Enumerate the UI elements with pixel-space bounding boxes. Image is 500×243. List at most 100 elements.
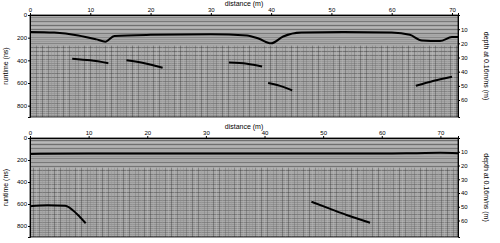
radargram-texture <box>300 168 301 237</box>
radargram-texture <box>348 46 349 117</box>
tick-label: 30 <box>203 130 210 136</box>
radargram-texture <box>408 168 409 237</box>
radargram-texture <box>192 46 193 117</box>
radargram-texture <box>216 168 217 237</box>
radargram-texture <box>66 46 67 117</box>
radargram-texture <box>30 19 458 20</box>
radargram-texture <box>417 46 418 117</box>
radargram-texture <box>294 46 295 117</box>
radargram-texture <box>234 168 235 237</box>
radargram-texture <box>225 168 226 237</box>
radargram-texture <box>375 168 376 237</box>
radargram-texture <box>162 168 163 237</box>
radargram-texture <box>243 46 244 117</box>
tick-label: 0 <box>24 12 28 18</box>
tick-mark <box>382 136 383 138</box>
radargram-texture <box>318 168 319 237</box>
radargram-texture <box>72 46 73 117</box>
reflector-line <box>72 59 108 64</box>
radargram-texture <box>30 166 458 167</box>
radargram-texture <box>72 168 73 237</box>
tick: 50 <box>329 7 336 15</box>
radargram-texture <box>378 168 379 237</box>
tick: 60 <box>379 130 386 138</box>
tick: 40 <box>262 130 269 138</box>
radargram-texture <box>246 168 247 237</box>
tick: 50 <box>458 83 468 89</box>
tick: 30 <box>458 177 468 183</box>
radargram-texture <box>441 46 442 117</box>
radargram-texture <box>30 162 458 163</box>
tick-label: 600 <box>17 80 28 86</box>
radargram-texture <box>414 168 415 237</box>
radargram-texture <box>33 46 34 117</box>
tick-mark <box>271 13 272 15</box>
plot-area <box>30 153 458 223</box>
radargram-texture <box>123 46 124 117</box>
radargram-texture <box>369 168 370 237</box>
y2-axis: 102030405060 <box>458 139 468 238</box>
radargram-texture <box>378 46 379 117</box>
radargram-texture <box>264 168 265 237</box>
radargram-texture <box>57 168 58 237</box>
radargram-texture <box>348 168 349 237</box>
tick: 70 <box>449 7 456 15</box>
reflector-line <box>229 63 262 67</box>
radargram-texture <box>414 46 415 117</box>
radargram-texture <box>90 168 91 237</box>
radargram-texture <box>417 168 418 237</box>
tick: 40 <box>458 69 468 75</box>
radargram-texture <box>255 168 256 237</box>
radargram-texture <box>342 46 343 117</box>
radargram-texture <box>99 46 100 117</box>
radargram-texture <box>30 148 458 149</box>
radargram-fill <box>30 138 458 237</box>
radargram-texture <box>159 168 160 237</box>
radargram-texture <box>360 46 361 117</box>
tick-mark <box>28 204 30 205</box>
radargram-texture <box>393 168 394 237</box>
radargram-texture <box>117 46 118 117</box>
radargram-texture <box>327 46 328 117</box>
radargram-texture <box>30 164 458 165</box>
plot-frame <box>30 15 458 117</box>
x-axis-title: distance (m) <box>225 123 264 131</box>
tick-label: 800 <box>17 223 28 229</box>
radargram-texture <box>135 168 136 237</box>
reflector-line <box>268 83 292 90</box>
radargram-texture <box>243 168 244 237</box>
tick-mark <box>147 136 148 138</box>
radargram-texture <box>267 168 268 237</box>
radargram-texture <box>138 168 139 237</box>
tick-mark <box>440 136 441 138</box>
tick: 800 <box>17 223 30 229</box>
radargram-texture <box>129 46 130 117</box>
tick-label: 200 <box>17 35 28 41</box>
tick-label: 20 <box>148 7 155 13</box>
radargram-texture <box>231 168 232 237</box>
radargram-texture <box>447 168 448 237</box>
radargram-texture <box>189 46 190 117</box>
radargram-texture <box>411 168 412 237</box>
tick: 20 <box>144 130 151 138</box>
tick-mark <box>28 83 30 84</box>
x-axis: 010203040506070 <box>29 130 459 139</box>
tick: 20 <box>458 163 468 169</box>
radargram-texture <box>381 168 382 237</box>
tick: 60 <box>458 218 468 224</box>
radargram-texture <box>426 46 427 117</box>
radargram-texture <box>75 46 76 117</box>
reflector-line <box>30 205 86 223</box>
radargram-texture <box>258 168 259 237</box>
tick-mark <box>458 221 460 222</box>
tick-mark <box>458 207 460 208</box>
radargram-texture <box>228 46 229 117</box>
radargram-texture <box>129 168 130 237</box>
radargram-texture <box>303 46 304 117</box>
radargram-texture <box>156 46 157 117</box>
tick-label: 0 <box>24 135 28 141</box>
radargram-texture <box>339 168 340 237</box>
radargram-texture <box>357 168 358 237</box>
tick-mark <box>458 152 460 153</box>
radargram-texture <box>237 46 238 117</box>
